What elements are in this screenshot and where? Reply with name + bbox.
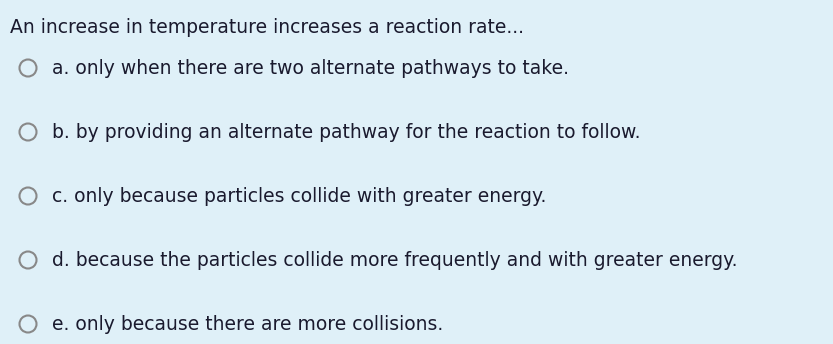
Text: e. only because there are more collisions.: e. only because there are more collision…: [52, 314, 443, 333]
Text: An increase in temperature increases a reaction rate...: An increase in temperature increases a r…: [10, 18, 524, 37]
Text: c. only because particles collide with greater energy.: c. only because particles collide with g…: [52, 186, 546, 205]
Text: a. only when there are two alternate pathways to take.: a. only when there are two alternate pat…: [52, 58, 569, 77]
Text: d. because the particles collide more frequently and with greater energy.: d. because the particles collide more fr…: [52, 250, 737, 269]
Text: b. by providing an alternate pathway for the reaction to follow.: b. by providing an alternate pathway for…: [52, 122, 641, 141]
